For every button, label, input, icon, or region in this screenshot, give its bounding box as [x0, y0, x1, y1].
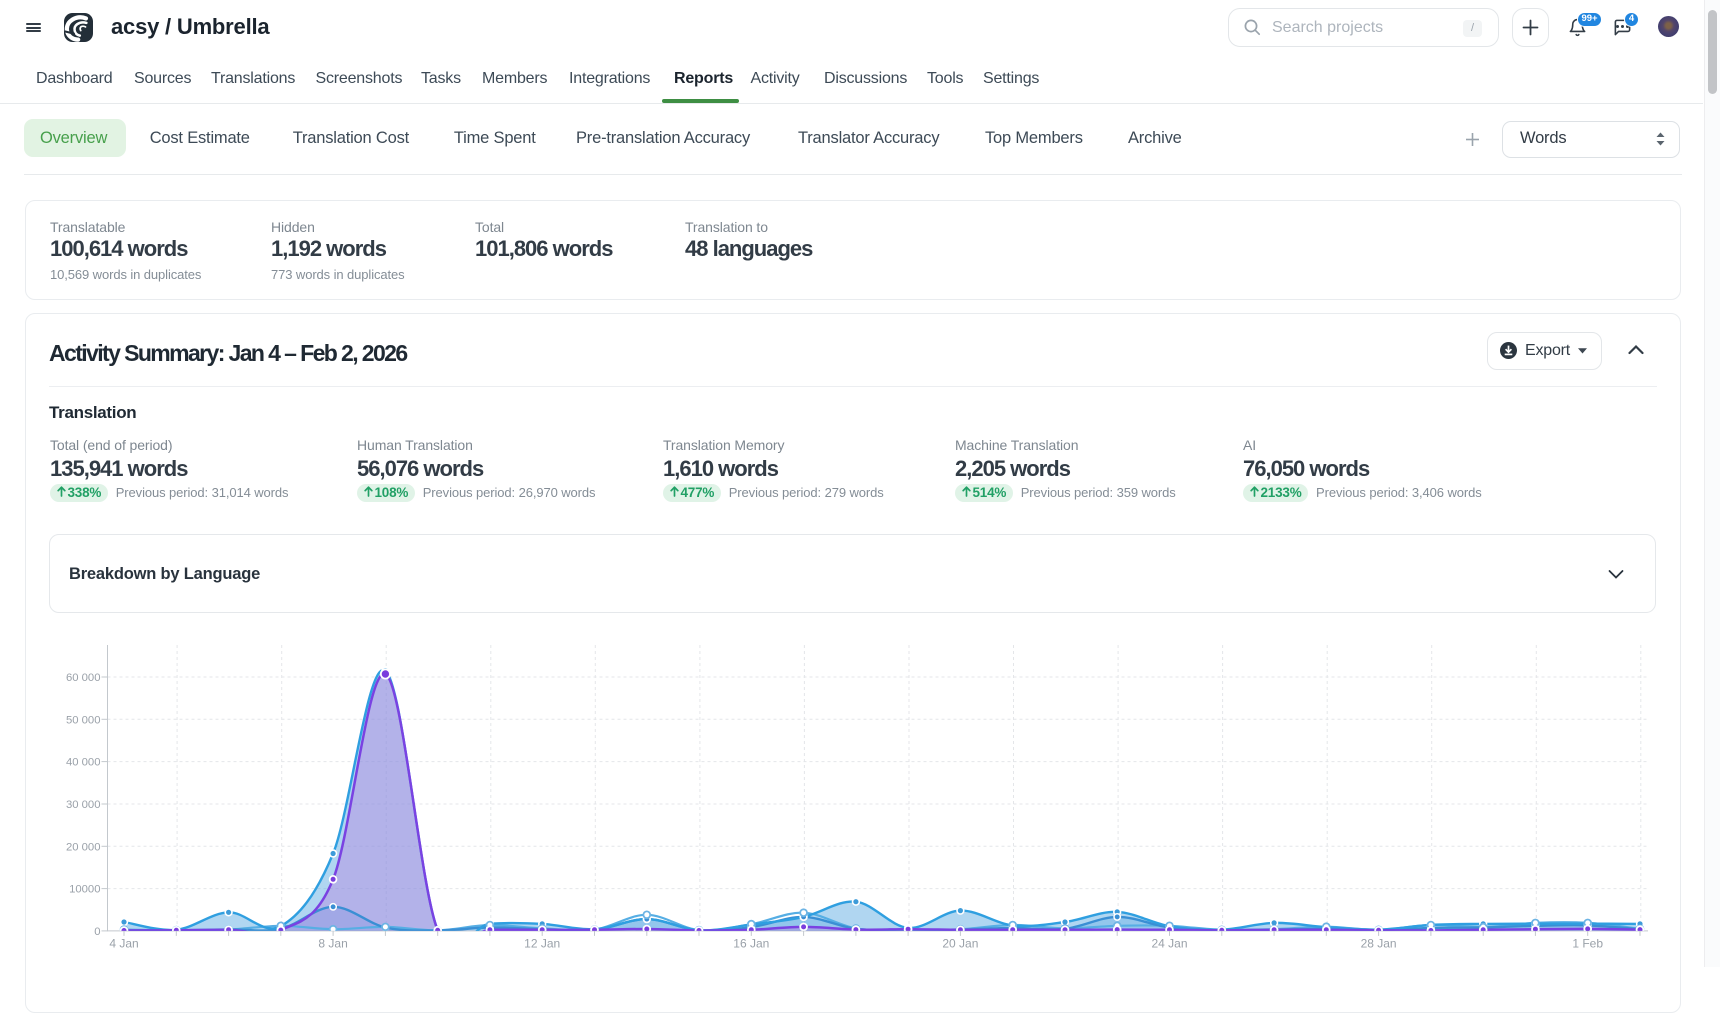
svg-text:30 000: 30 000 — [66, 799, 101, 811]
svg-text:20 Jan: 20 Jan — [942, 937, 978, 951]
svg-text:60 000: 60 000 — [66, 672, 101, 684]
svg-text:50 000: 50 000 — [66, 714, 101, 726]
svg-text:1 Feb: 1 Feb — [1572, 937, 1603, 951]
svg-text:28 Jan: 28 Jan — [1361, 937, 1397, 951]
svg-text:20 000: 20 000 — [66, 841, 101, 853]
svg-text:40 000: 40 000 — [66, 757, 101, 769]
svg-text:4 Jan: 4 Jan — [109, 937, 138, 951]
svg-text:0: 0 — [94, 926, 100, 938]
svg-text:10000: 10000 — [69, 884, 100, 896]
svg-text:12 Jan: 12 Jan — [524, 937, 560, 951]
svg-text:24 Jan: 24 Jan — [1151, 937, 1187, 951]
svg-text:8 Jan: 8 Jan — [318, 937, 347, 951]
svg-text:16 Jan: 16 Jan — [733, 937, 769, 951]
